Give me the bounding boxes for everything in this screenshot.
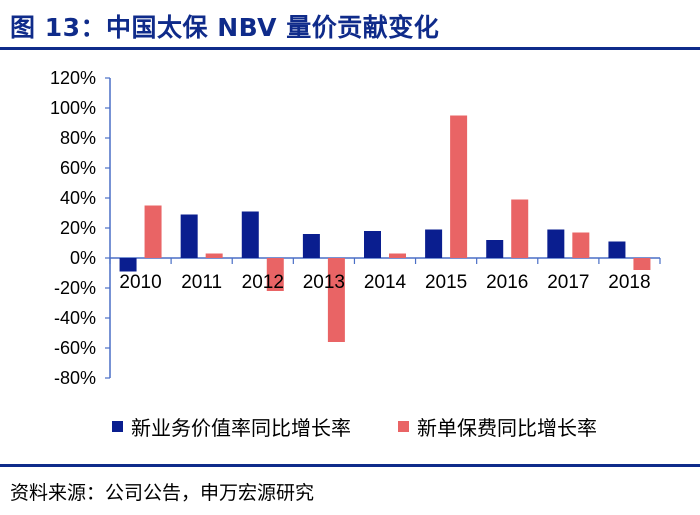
x-tick-label: 2016 xyxy=(486,272,528,293)
bar-nbv-margin-2017 xyxy=(547,229,565,258)
y-tick-label: 60% xyxy=(60,158,96,178)
source-note: 资料来源：公司公告，申万宏源研究 xyxy=(10,482,315,504)
y-tick-label: 120% xyxy=(50,68,96,88)
x-tick-label: 2011 xyxy=(181,272,222,293)
x-tick-label: 2012 xyxy=(242,272,284,293)
legend-label-series-2: 新单保费同比增长率 xyxy=(417,416,597,440)
bar-nbv-margin-2018 xyxy=(608,241,626,258)
y-tick-label: 0% xyxy=(70,248,96,268)
legend-swatch-series-1 xyxy=(112,421,123,432)
legend-item-series-1: 新业务价值率同比增长率 xyxy=(112,412,351,441)
bar-nbv-margin-2016 xyxy=(486,240,504,258)
bar-nbv-margin-2011 xyxy=(180,214,198,258)
bar-new-premium-2010 xyxy=(144,205,162,258)
bar-chart: 120% 100% 80% 60% 40% 20% 0% -20% -40% -60% -80% 20… xyxy=(50,68,661,388)
bar-nbv-margin-2014 xyxy=(364,231,381,258)
bar-new-premium-2016 xyxy=(511,199,529,258)
x-tick-label: 2013 xyxy=(303,272,345,293)
y-tick-label: 80% xyxy=(60,128,96,148)
y-tick-label: -60% xyxy=(54,338,96,358)
footer-rule xyxy=(0,464,700,467)
bar-new-premium-2015 xyxy=(450,115,468,258)
x-tick-label: 2010 xyxy=(119,272,161,293)
chart-title: 图 13：中国太保 NBV 量价贡献变化 xyxy=(10,13,440,42)
x-tick-label: 2014 xyxy=(364,272,407,293)
legend-swatch-series-2 xyxy=(398,421,409,432)
title-underline xyxy=(0,47,700,50)
legend-item-series-2: 新单保费同比增长率 xyxy=(398,412,597,441)
bar-new-premium-2012 xyxy=(266,258,284,291)
x-tick-label: 2018 xyxy=(608,272,650,293)
bar-new-premium-2014 xyxy=(389,253,406,258)
y-tick-label: 100% xyxy=(50,98,96,118)
x-tick-label: 2017 xyxy=(547,272,589,293)
bar-nbv-margin-2012 xyxy=(241,211,259,258)
bar-nbv-margin-2013 xyxy=(302,234,320,258)
legend-label-series-1: 新业务价值率同比增长率 xyxy=(131,416,351,440)
y-tick-label: -20% xyxy=(54,278,96,298)
bar-new-premium-2013 xyxy=(327,258,345,342)
x-tick-label: 2015 xyxy=(425,272,467,293)
bar-nbv-margin-2015 xyxy=(425,229,443,258)
bar-new-premium-2017 xyxy=(572,232,590,258)
y-tick-label: 40% xyxy=(60,188,96,208)
y-tick-label: 20% xyxy=(60,218,96,238)
bar-nbv-margin-2010 xyxy=(119,258,137,272)
bar-new-premium-2018 xyxy=(633,258,651,270)
bar-new-premium-2011 xyxy=(205,253,223,258)
y-tick-label: -40% xyxy=(54,308,96,328)
y-tick-label: -80% xyxy=(54,368,96,388)
chart-legend: 新业务价值率同比增长率 新单保费同比增长率 xyxy=(0,412,700,440)
